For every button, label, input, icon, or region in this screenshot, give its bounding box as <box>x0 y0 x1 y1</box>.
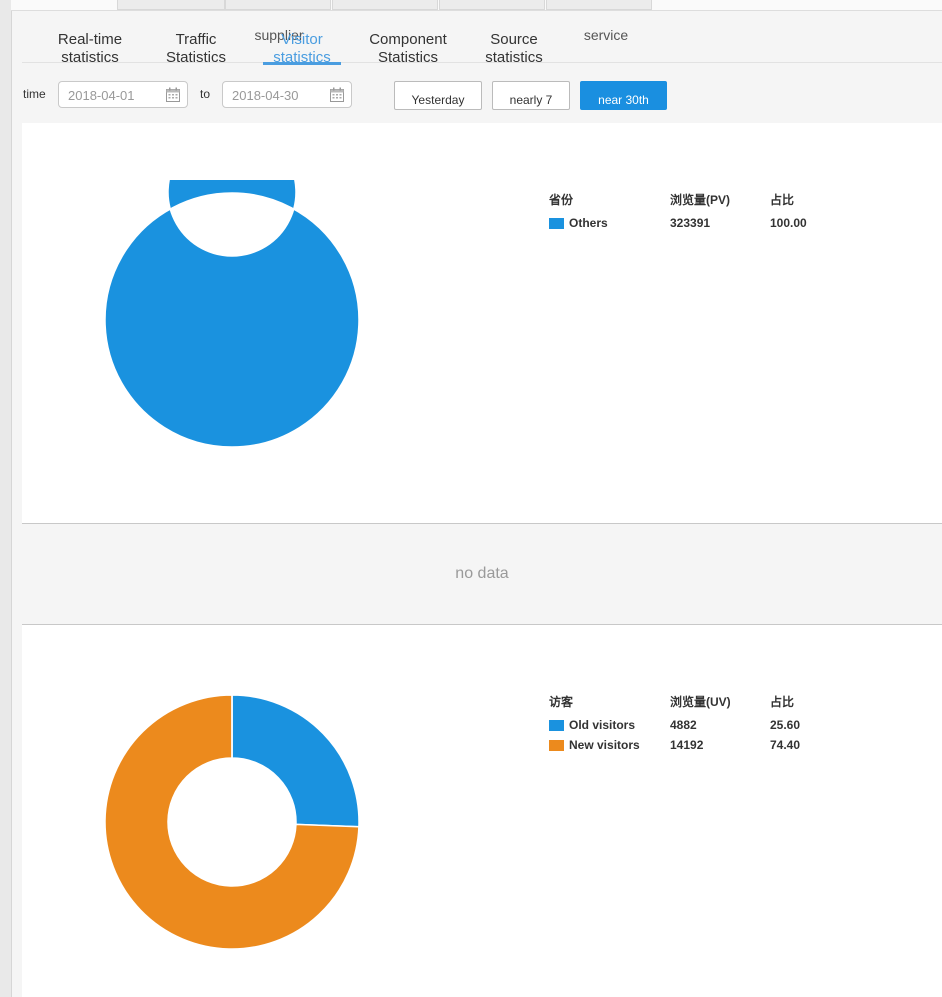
donut-slice-new-visitors[interactable] <box>104 694 360 950</box>
end-date-field[interactable] <box>222 81 352 108</box>
top-strip-tab[interactable] <box>117 0 225 10</box>
tab-label-line2: statistics <box>61 49 119 66</box>
donut-slice-others[interactable] <box>104 180 360 448</box>
start-date-input[interactable] <box>68 86 158 104</box>
tab-label: supplier <box>254 27 304 43</box>
tab-label: service <box>583 27 629 43</box>
top-strip-tab[interactable] <box>332 0 438 10</box>
legend-header-province: 省份 <box>549 193 574 207</box>
near-30th-button[interactable]: near 30th <box>580 81 667 110</box>
legend-row-name: Old visitors <box>569 718 636 732</box>
province-pv-panel: 省份 浏览量(PV) 占比 Others 323391 100.00 <box>22 123 942 523</box>
tab-source-statistics[interactable]: Source statistics <box>476 31 552 67</box>
legend-header-uv: 浏览量(UV) <box>670 695 731 709</box>
tab-label-line2: Statistics <box>377 49 438 66</box>
top-strip-tab[interactable] <box>546 0 652 10</box>
top-tab-strip <box>11 0 942 11</box>
start-date-field[interactable] <box>58 81 188 108</box>
donut-slice-old-visitors[interactable] <box>231 694 360 828</box>
legend-header-pv: 浏览量(PV) <box>670 193 731 207</box>
legend-header-ratio: 占比 <box>770 193 795 207</box>
legend-row-value: 323391 <box>670 216 711 230</box>
to-label: to <box>200 87 211 101</box>
no-data-message: no data <box>455 565 509 582</box>
tab-label-line2: statistics <box>273 49 331 66</box>
tab-label-line1: Source <box>490 31 538 48</box>
tab-realtime-statistics[interactable]: Real-time statistics <box>50 31 130 67</box>
province-donut-chart <box>104 180 360 448</box>
tab-label-line2: statistics <box>485 49 543 66</box>
visitor-donut-chart <box>104 694 360 950</box>
legend-swatch <box>549 218 564 229</box>
tab-label-line1: Visitor <box>281 31 323 48</box>
calendar-icon[interactable] <box>165 87 181 103</box>
yesterday-button[interactable]: Yesterday <box>394 81 482 110</box>
legend-header-visitor: 访客 <box>549 695 574 709</box>
legend-row-others[interactable]: Others 323391 100.00 <box>549 216 849 236</box>
legend-row-name: Others <box>569 216 608 230</box>
tab-traffic-statistics[interactable]: Traffic Statistics <box>158 31 234 67</box>
legend-swatch <box>549 720 564 731</box>
legend-row-value: 14192 <box>670 738 704 752</box>
left-sidebar-rail <box>0 0 12 997</box>
legend-row-pct: 74.40 <box>770 738 801 752</box>
end-date-input[interactable] <box>232 86 322 104</box>
legend-row-value: 4882 <box>670 718 697 732</box>
nearly-7-button[interactable]: nearly 7 <box>492 81 570 110</box>
section-divider <box>22 523 942 524</box>
tab-visitor-statistics[interactable]: Visitor statistics <box>264 31 340 67</box>
tab-supplier[interactable]: supplier <box>244 26 314 44</box>
legend-row-pct: 100.00 <box>770 216 807 230</box>
legend-header-row: 访客 浏览量(UV) 占比 <box>549 693 849 713</box>
tab-component-statistics[interactable]: Component Statistics <box>364 31 452 67</box>
tab-bar-divider <box>22 62 942 63</box>
active-tab-underline <box>263 62 341 65</box>
visitor-legend-table: 访客 浏览量(UV) 占比 Old visitors 4882 25.60 Ne… <box>549 693 849 758</box>
tab-service[interactable]: service <box>574 26 638 44</box>
legend-row-new-visitors[interactable]: New visitors 14192 74.40 <box>549 738 849 758</box>
legend-header-ratio: 占比 <box>770 695 795 709</box>
tab-label-line2: Statistics <box>165 49 226 66</box>
calendar-icon[interactable] <box>329 87 345 103</box>
tab-label-line1: Traffic <box>175 31 217 48</box>
section-divider <box>22 624 942 625</box>
legend-swatch <box>549 740 564 751</box>
tab-label-line1: Real-time <box>57 31 123 48</box>
legend-row-pct: 25.60 <box>770 718 801 732</box>
top-strip-tab[interactable] <box>225 0 331 10</box>
legend-header-row: 省份 浏览量(PV) 占比 <box>549 191 849 211</box>
province-legend-table: 省份 浏览量(PV) 占比 Others 323391 100.00 <box>549 191 849 236</box>
time-label: time <box>23 87 46 101</box>
legend-row-name: New visitors <box>569 738 640 752</box>
visitor-uv-panel: 访客 浏览量(UV) 占比 Old visitors 4882 25.60 Ne… <box>22 625 942 997</box>
top-strip-tab[interactable] <box>439 0 545 10</box>
tab-label-line1: Component <box>369 31 447 48</box>
legend-row-old-visitors[interactable]: Old visitors 4882 25.60 <box>549 718 849 738</box>
